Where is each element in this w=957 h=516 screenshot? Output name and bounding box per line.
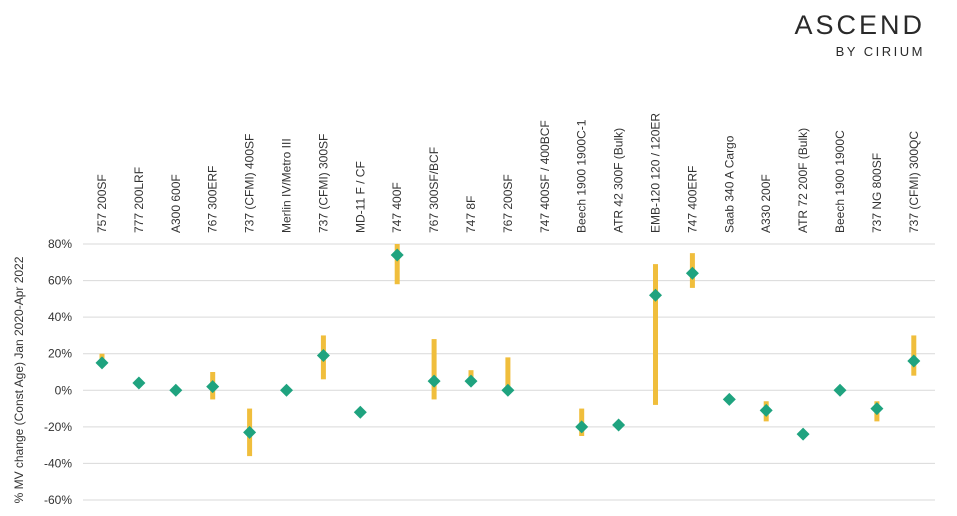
- category-label: 737 (CFMI) 300SF: [316, 134, 330, 233]
- category-label: 747 8F: [464, 196, 478, 233]
- category-label: Saab 340 A Cargo: [722, 135, 736, 233]
- category-label: ATR 72 200F (Bulk): [796, 128, 810, 233]
- value-point: [280, 383, 293, 397]
- category-label: MD-11 F / CF: [353, 161, 367, 233]
- value-point: [685, 266, 699, 280]
- range-bar: [653, 264, 658, 405]
- category-label: 777 200LRF: [132, 167, 146, 233]
- value-point: [132, 376, 146, 390]
- value-point: [243, 425, 257, 439]
- y-axis-ticks: 80% 60% 40% 20% 0% -20% -40% -60%: [44, 237, 72, 507]
- gridlines: [83, 243, 935, 501]
- value-point: [907, 354, 921, 368]
- category-label: Beech 1900 1900C: [833, 130, 847, 233]
- y-tick-label: -20%: [44, 420, 72, 434]
- y-tick-label: 60%: [48, 274, 72, 288]
- category-label: 747 400F: [390, 182, 404, 233]
- logo-by-cirium: BY CIRIUM: [835, 44, 925, 59]
- value-point: [575, 420, 589, 434]
- category-label: 757 200SF: [95, 174, 109, 233]
- range-bar: [505, 357, 511, 391]
- category-label: 747 400SF / 400BCF: [538, 120, 552, 233]
- category-label: Beech 1900 1900C-1: [575, 119, 589, 233]
- value-point: [95, 356, 109, 370]
- value-point: [722, 392, 736, 406]
- value-point: [796, 427, 810, 441]
- ascend-logo: ASCEND BY CIRIUM: [794, 10, 925, 59]
- category-label: 737 (CFMI) 400SF: [243, 134, 257, 233]
- range-bar: [431, 339, 437, 400]
- value-point: [870, 402, 884, 416]
- value-point: [316, 349, 330, 363]
- y-tick-label: -60%: [44, 493, 72, 507]
- category-label: 737 NG 800SF: [870, 153, 884, 233]
- category-label: 767 200SF: [501, 174, 515, 233]
- value-points: [95, 248, 921, 441]
- category-labels: 757 200SF 777 200LRF A300 600F 767 300ERF 73…: [95, 113, 921, 233]
- value-point: [759, 403, 773, 417]
- range-bars: [99, 244, 917, 457]
- value-point: [206, 380, 220, 394]
- y-tick-label: -40%: [44, 456, 72, 470]
- y-tick-label: 20%: [48, 347, 72, 361]
- value-point: [612, 418, 626, 432]
- value-point: [833, 383, 847, 397]
- value-point: [353, 405, 367, 419]
- value-point: [427, 374, 441, 388]
- value-point: [649, 288, 662, 302]
- logo-ascend: ASCEND: [794, 10, 925, 40]
- y-tick-label: 80%: [48, 237, 72, 251]
- category-label: A330 200F: [759, 174, 773, 233]
- category-label: Merlin IV/Metro III: [280, 138, 294, 233]
- category-label: 767 300ERF: [206, 166, 220, 233]
- range-bar: [394, 244, 400, 285]
- value-point: [501, 383, 515, 397]
- y-axis-label: % MV change (Const Age) Jan 2020-Apr 202…: [12, 256, 26, 503]
- y-tick-label: 0%: [55, 383, 73, 397]
- category-label: 767 300SF/BCF: [427, 147, 441, 233]
- y-tick-label: 40%: [48, 310, 72, 324]
- category-label: 737 (CFMI) 300QC: [907, 131, 921, 233]
- category-label: EMB-120 120 / 120ER: [649, 113, 663, 233]
- category-label: A300 600F: [169, 174, 183, 233]
- category-label: ATR 42 300F (Bulk): [612, 128, 626, 233]
- value-point: [169, 383, 183, 397]
- value-point: [390, 248, 404, 262]
- category-label: 747 400ERF: [685, 166, 699, 233]
- value-point: [464, 374, 478, 388]
